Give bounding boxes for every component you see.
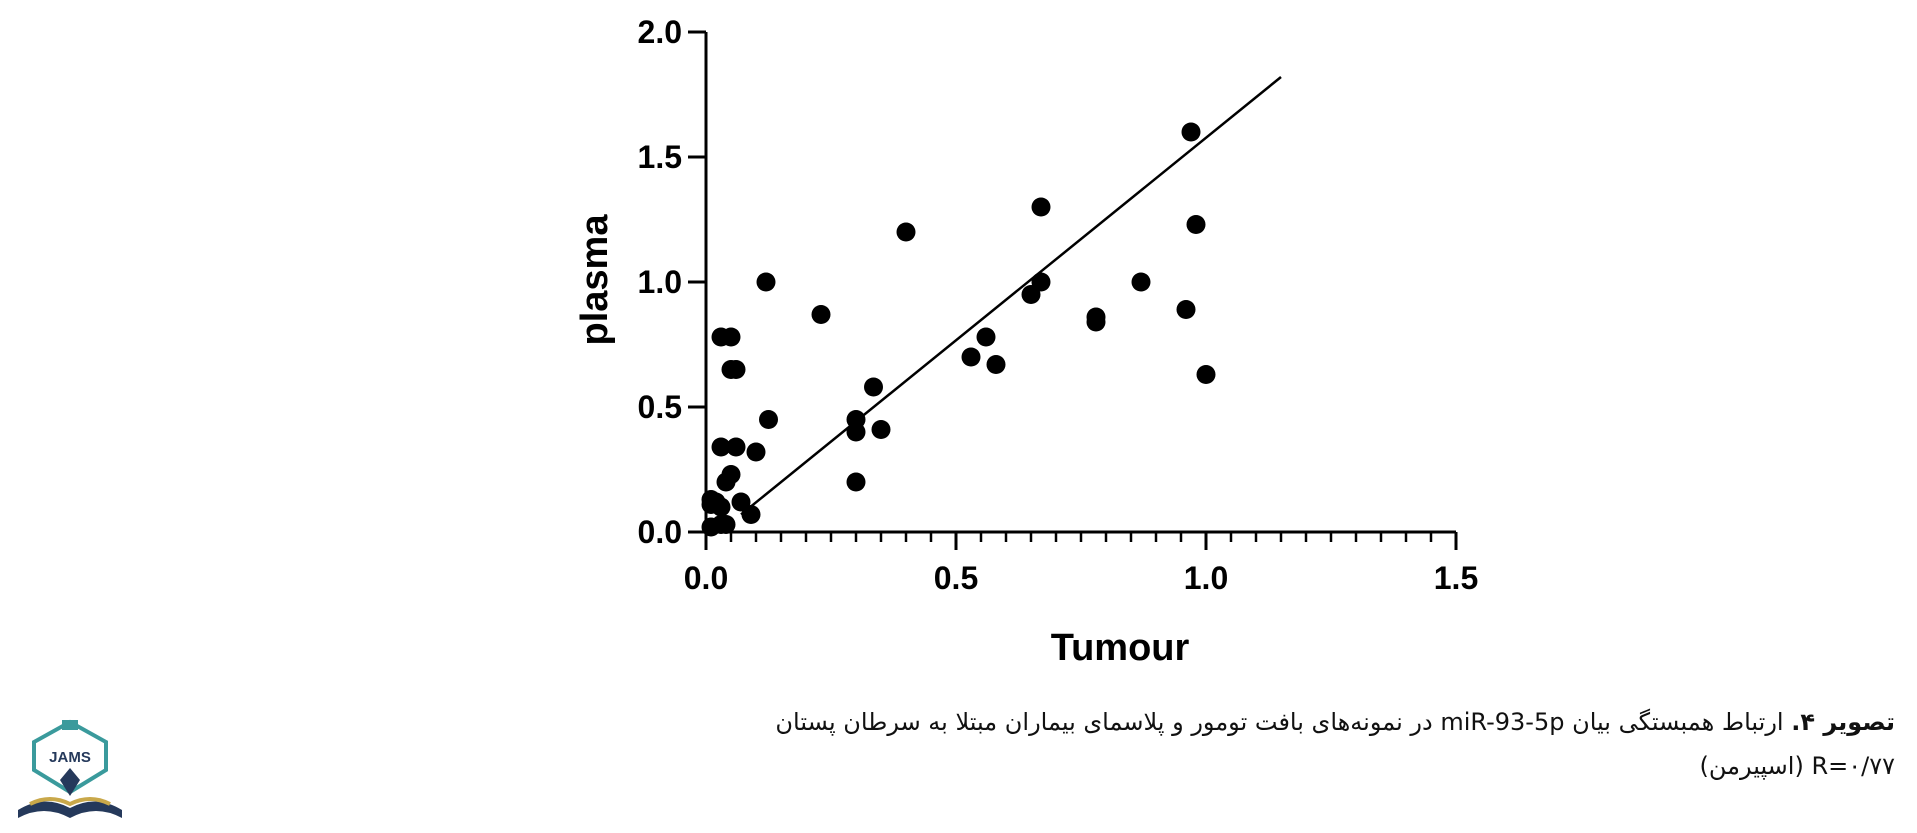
x-tick-label: 0.5: [934, 560, 978, 596]
data-point: [1086, 312, 1106, 332]
data-point: [986, 355, 1006, 374]
data-points: [701, 122, 1216, 537]
logo-lettering: JAMS: [49, 749, 91, 766]
data-point: [811, 305, 831, 324]
data-point: [846, 422, 866, 442]
data-point: [726, 437, 746, 457]
y-tick-label: 0.5: [638, 389, 682, 425]
data-point: [976, 327, 996, 347]
data-point: [961, 347, 981, 367]
data-point: [1131, 272, 1151, 292]
figure-caption: تصویر ۴. ارتباط همبستگی بیان miR-93-5p د…: [395, 708, 1895, 736]
data-point: [1196, 365, 1216, 384]
data-point: [726, 360, 746, 379]
x-tick-label: 1.0: [1184, 560, 1228, 596]
data-point: [1031, 272, 1051, 292]
x-tick-label: 1.5: [1434, 560, 1478, 596]
x-tick-label: 0.0: [684, 560, 728, 596]
data-point: [759, 410, 778, 429]
data-point: [896, 222, 916, 242]
data-point: [871, 420, 891, 439]
y-tick-label: 1.5: [638, 139, 682, 175]
data-point: [756, 272, 776, 292]
data-point: [1186, 215, 1206, 234]
y-tick-label: 1.0: [638, 264, 682, 300]
data-point: [1181, 122, 1201, 142]
x-axis-title: Tumour: [1051, 627, 1190, 669]
y-axis-title: plasma: [574, 214, 616, 346]
caption-label: تصویر ۴.: [1791, 708, 1895, 736]
jams-logo: JAMS: [18, 719, 122, 818]
data-point: [711, 437, 731, 457]
data-point: [721, 327, 741, 347]
data-point: [1176, 300, 1196, 319]
caption-statistic: R=۰/۷۷ (اسپیرمن): [1699, 752, 1895, 780]
data-point: [1031, 197, 1051, 217]
caption-text: ارتباط همبستگی بیان miR-93-5p در نمونه‌ه…: [775, 708, 1792, 736]
y-axis: 0.0 0.5 1.0 1.5 2.0: [638, 14, 708, 550]
data-point: [716, 515, 736, 534]
x-axis: 0.0 0.5 1.0 1.5: [684, 530, 1478, 596]
data-point: [711, 497, 731, 517]
y-tick-label: 2.0: [638, 14, 682, 50]
data-point: [864, 377, 883, 397]
regression-line: [740, 76, 1282, 516]
scatter-chart: 0.0 0.5 1.0 1.5 0.0 0.5 1.0 1.5 2.0 Tumour plas…: [574, 14, 1478, 669]
data-point: [746, 442, 766, 462]
data-point: [846, 472, 866, 492]
data-point: [741, 505, 761, 524]
y-tick-label: 0.0: [638, 514, 682, 550]
data-point: [721, 465, 741, 484]
